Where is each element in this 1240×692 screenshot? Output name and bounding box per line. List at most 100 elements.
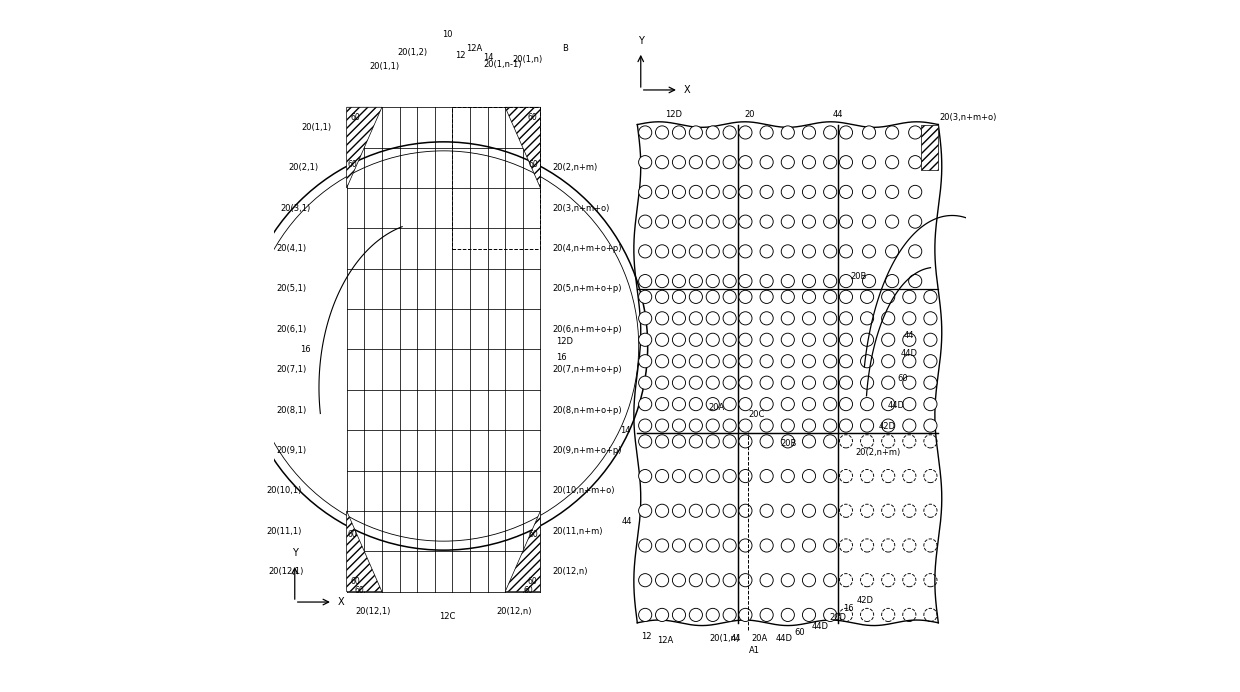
Text: 20D: 20D [830, 612, 846, 622]
Text: 20(12,1): 20(12,1) [268, 567, 304, 576]
Polygon shape [347, 511, 382, 592]
Circle shape [823, 245, 837, 258]
Circle shape [723, 504, 737, 518]
Circle shape [839, 275, 853, 288]
Circle shape [760, 290, 774, 303]
Circle shape [739, 311, 751, 325]
Text: 20(4,1): 20(4,1) [277, 244, 306, 253]
Circle shape [760, 354, 774, 367]
Circle shape [781, 126, 795, 139]
Circle shape [839, 215, 853, 228]
Circle shape [689, 539, 702, 552]
Circle shape [823, 376, 837, 389]
Circle shape [689, 290, 702, 303]
Circle shape [823, 126, 837, 139]
Circle shape [781, 435, 795, 448]
Circle shape [639, 311, 652, 325]
Text: 16: 16 [556, 353, 567, 362]
Text: 20(1,1): 20(1,1) [301, 123, 331, 132]
Circle shape [739, 608, 751, 621]
Circle shape [672, 333, 686, 346]
Circle shape [882, 376, 895, 389]
Text: 20(10,n+m+o): 20(10,n+m+o) [553, 486, 615, 495]
Circle shape [723, 354, 737, 367]
Circle shape [739, 539, 751, 552]
Circle shape [781, 469, 795, 482]
Circle shape [823, 185, 837, 199]
Circle shape [723, 215, 737, 228]
Circle shape [924, 290, 937, 303]
Circle shape [707, 504, 719, 518]
Text: 12: 12 [641, 632, 651, 641]
Circle shape [802, 275, 816, 288]
Circle shape [707, 574, 719, 587]
Circle shape [639, 435, 652, 448]
Circle shape [672, 156, 686, 169]
Circle shape [739, 156, 751, 169]
Circle shape [707, 126, 719, 139]
Text: 60: 60 [528, 160, 538, 169]
Circle shape [723, 608, 737, 621]
Text: 20(2,n+m): 20(2,n+m) [856, 448, 900, 457]
Text: 20B: 20B [780, 439, 797, 448]
Circle shape [672, 185, 686, 199]
Circle shape [823, 156, 837, 169]
Circle shape [707, 469, 719, 482]
Circle shape [639, 275, 652, 288]
Text: 20(4,n+m+o+p): 20(4,n+m+o+p) [553, 244, 622, 253]
Circle shape [723, 539, 737, 552]
Circle shape [656, 245, 668, 258]
Text: 20C: 20C [748, 410, 764, 419]
Circle shape [885, 215, 899, 228]
Circle shape [639, 185, 652, 199]
Circle shape [672, 245, 686, 258]
Text: 20(9,1): 20(9,1) [277, 446, 306, 455]
Circle shape [723, 275, 737, 288]
Text: X: X [337, 597, 345, 607]
Text: 44D: 44D [888, 401, 905, 410]
Circle shape [656, 376, 668, 389]
Circle shape [903, 311, 916, 325]
Text: 20(12,n): 20(12,n) [553, 567, 588, 576]
Circle shape [903, 397, 916, 411]
Circle shape [656, 469, 668, 482]
Circle shape [723, 419, 737, 432]
Circle shape [723, 435, 737, 448]
Circle shape [924, 397, 937, 411]
Circle shape [903, 376, 916, 389]
Circle shape [707, 376, 719, 389]
Text: 20(5,1): 20(5,1) [277, 284, 306, 293]
Circle shape [689, 397, 702, 411]
Text: 20(8,1): 20(8,1) [277, 406, 306, 415]
Circle shape [639, 504, 652, 518]
Circle shape [802, 608, 816, 621]
Circle shape [760, 185, 774, 199]
Circle shape [689, 126, 702, 139]
Circle shape [689, 469, 702, 482]
Circle shape [823, 290, 837, 303]
Circle shape [672, 290, 686, 303]
Circle shape [903, 333, 916, 346]
Circle shape [885, 156, 899, 169]
Text: 20(1,n-1): 20(1,n-1) [484, 60, 522, 69]
Circle shape [903, 290, 916, 303]
Circle shape [739, 290, 751, 303]
Circle shape [760, 311, 774, 325]
Circle shape [739, 245, 751, 258]
Circle shape [639, 156, 652, 169]
Circle shape [760, 419, 774, 432]
Circle shape [656, 126, 668, 139]
Circle shape [781, 539, 795, 552]
Circle shape [909, 215, 921, 228]
Circle shape [861, 376, 874, 389]
Circle shape [739, 419, 751, 432]
Circle shape [839, 354, 853, 367]
Circle shape [781, 215, 795, 228]
Circle shape [823, 574, 837, 587]
Circle shape [863, 185, 875, 199]
Circle shape [672, 311, 686, 325]
Circle shape [739, 469, 751, 482]
Circle shape [823, 311, 837, 325]
Circle shape [802, 126, 816, 139]
Circle shape [707, 539, 719, 552]
